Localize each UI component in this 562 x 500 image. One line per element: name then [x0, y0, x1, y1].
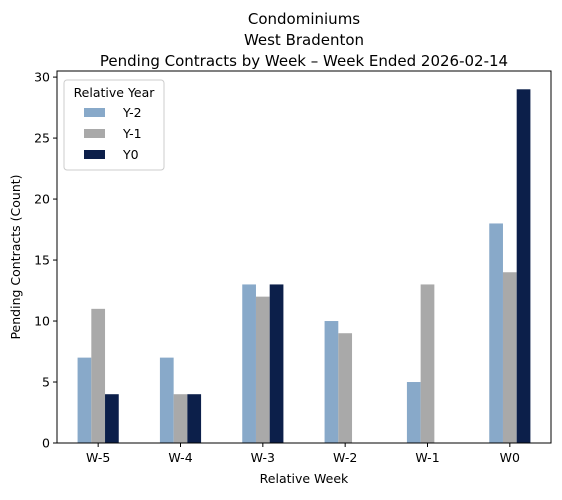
x-tick-label: W-2: [333, 450, 357, 465]
legend-swatch-y-2: [84, 108, 105, 117]
y-tick-label: 20: [34, 192, 50, 207]
chart-title: Condominiums: [248, 10, 360, 28]
y-tick-label: 15: [34, 253, 50, 268]
x-axis-label: Relative Week: [260, 471, 349, 486]
y-axis-label: Pending Contracts (Count): [8, 174, 23, 339]
legend-label-y-1: Y-1: [122, 126, 142, 141]
x-tick-label: W-1: [415, 450, 439, 465]
bar-y-1-w-4: [173, 394, 188, 443]
legend-frame: [63, 79, 165, 171]
bar-y0-w-5: [105, 394, 119, 443]
bar-y0-w-4: [187, 394, 202, 443]
bar-y-2-w-5: [77, 357, 92, 443]
y-tick-label: 10: [34, 314, 50, 329]
y-axis-ticks: 0 5 10 15 20 25 30: [34, 70, 57, 451]
x-tick-label: W-4: [168, 450, 192, 465]
y-tick-label: 25: [34, 131, 50, 146]
x-axis-ticks: W-5 W-4 W-3 W-2 W-1 W0: [86, 443, 520, 465]
chart-subtitle-2: Pending Contracts by Week – Week Ended 2…: [100, 52, 508, 70]
bar-y0-w-3: [269, 284, 284, 443]
bars-group: [77, 89, 531, 444]
bar-y-1-w-5: [91, 308, 106, 443]
legend-label-y0: Y0: [122, 147, 139, 162]
legend-swatch-y0: [84, 150, 105, 159]
y-tick-label: 5: [42, 375, 50, 390]
bar-y-2-w-3: [242, 284, 256, 443]
bar-y0-w0: [516, 89, 531, 444]
bar-y-2-w0: [489, 223, 503, 443]
plot-frame: [56, 70, 552, 444]
legend-label-y-2: Y-2: [122, 105, 142, 120]
y-tick-label: 30: [34, 70, 50, 85]
y-tick-label: 0: [42, 436, 50, 451]
bar-y-1-w0: [502, 272, 517, 443]
x-tick-label: W-5: [86, 450, 110, 465]
chart-subtitle: West Bradenton: [244, 31, 364, 49]
x-tick-label: W0: [500, 450, 520, 465]
bar-y-1-w-2: [338, 333, 353, 443]
legend-swatch-y-1: [84, 129, 105, 138]
bar-y-1-w-1: [420, 284, 435, 443]
bar-y-2-w-2: [324, 321, 339, 443]
legend-title: Relative Year: [74, 85, 156, 100]
legend: Relative Year Y-2 Y-1 Y0: [63, 79, 165, 171]
bar-y-2-w-1: [406, 382, 421, 443]
bar-y-2-w-4: [159, 357, 174, 443]
bar-y-1-w-3: [255, 296, 270, 443]
x-tick-label: W-3: [251, 450, 275, 465]
